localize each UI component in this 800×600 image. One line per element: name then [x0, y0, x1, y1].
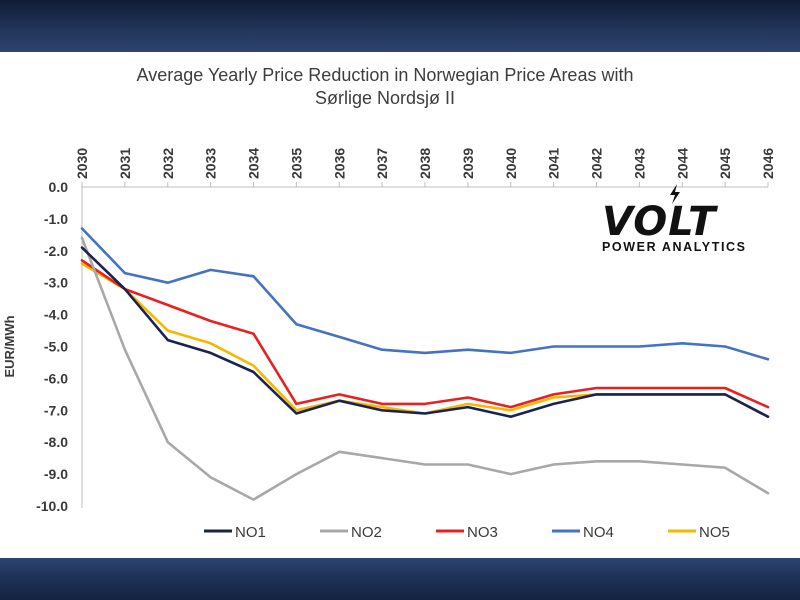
- y-tick-label: -6.0: [44, 370, 68, 386]
- series-line-no2: [80, 236, 770, 501]
- legend-label-no1: NO1: [235, 524, 266, 541]
- legend-label-no2: NO2: [351, 524, 382, 541]
- x-tick-label: 2046: [760, 148, 776, 179]
- y-tick-label: 0.0: [49, 179, 69, 195]
- series-line-no4: [80, 227, 770, 361]
- chart-title-line-2: Sørlige Nordsjø II: [314, 88, 456, 108]
- y-tick-label: -4.0: [44, 307, 68, 323]
- chart-panel: [0, 52, 800, 558]
- legend-label-no3: NO3: [467, 524, 498, 541]
- y-tick-label: -2.0: [44, 243, 68, 259]
- y-tick-label: -8.0: [44, 434, 68, 450]
- volt-logo: VOLT POWER ANALYTICS: [600, 184, 772, 260]
- y-tick-label: -5.0: [44, 339, 68, 355]
- y-tick-label: -10.0: [36, 498, 68, 514]
- logo-tagline: POWER ANALYTICS: [602, 240, 747, 254]
- y-tick-label: -9.0: [44, 466, 68, 482]
- series-line-no3: [80, 259, 770, 409]
- x-tick-label: 2030: [74, 148, 90, 179]
- logo-word: VOLT: [602, 199, 717, 245]
- x-tick-label: 2036: [331, 148, 347, 179]
- chart-title: Average Yearly Price Reduction in Norweg…: [0, 64, 770, 110]
- x-tick-label: 2044: [674, 148, 690, 179]
- background-top-band: [0, 0, 800, 52]
- series-line-no1: [80, 246, 770, 419]
- legend-label-no5: NO5: [699, 524, 730, 541]
- y-axis-label: EUR/MWh: [2, 315, 17, 377]
- x-tick-label: 2042: [589, 148, 605, 179]
- chart-title-line-1: Average Yearly Price Reduction in Norweg…: [136, 65, 634, 85]
- background-bottom-band: [0, 558, 800, 600]
- x-tick-label: 2033: [203, 148, 219, 179]
- x-tick-label: 2034: [246, 148, 262, 179]
- x-tick-label: 2038: [417, 148, 433, 179]
- x-tick-label: 2045: [717, 148, 733, 179]
- x-tick-label: 2035: [288, 148, 304, 179]
- legend-label-no4: NO4: [583, 524, 614, 541]
- y-tick-label: -3.0: [44, 275, 68, 291]
- x-tick-label: 2031: [117, 148, 133, 179]
- x-tick-label: 2040: [503, 148, 519, 179]
- lightning-bolt-icon: [670, 184, 680, 204]
- x-tick-label: 2039: [460, 148, 476, 179]
- x-tick-label: 2043: [631, 148, 647, 179]
- y-tick-label: -7.0: [44, 402, 68, 418]
- x-tick-label: 2041: [546, 148, 562, 179]
- x-tick-label: 2032: [160, 148, 176, 179]
- x-tick-label: 2037: [374, 148, 390, 179]
- y-tick-label: -1.0: [44, 211, 68, 227]
